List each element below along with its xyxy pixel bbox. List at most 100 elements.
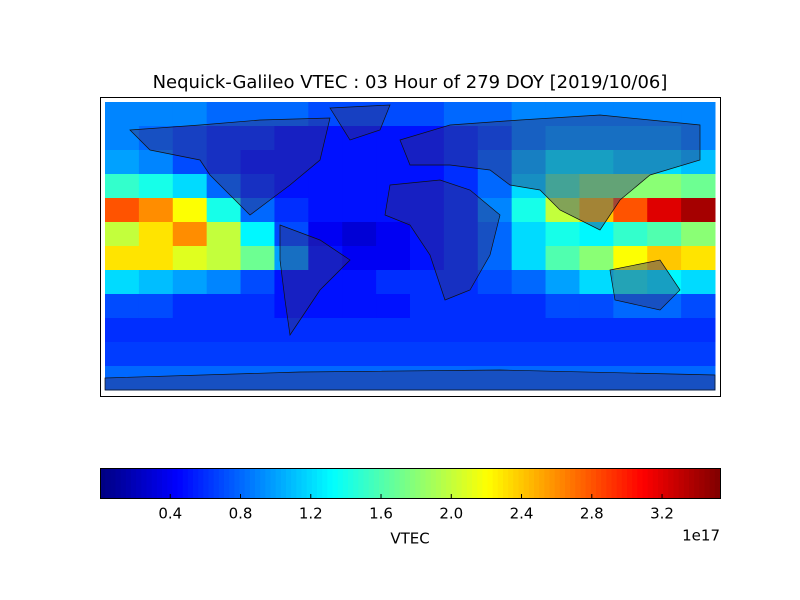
colorbar-segment [213, 468, 220, 498]
heat-cell [681, 342, 716, 367]
heat-cell [647, 342, 682, 367]
heat-cell [477, 342, 513, 367]
colorbar-segment [539, 468, 545, 498]
heat-cell [545, 342, 580, 367]
colorbar-segment [198, 468, 204, 498]
heat-cell [172, 366, 208, 391]
colorbar-offset: 1e17 [682, 527, 720, 545]
colorbar-segment [100, 468, 106, 498]
colorbar-segment [110, 468, 116, 498]
heat-cell [681, 198, 716, 223]
colorbar-tick-label: 0.8 [229, 505, 253, 523]
heat-cell [613, 174, 648, 199]
heat-cell [342, 126, 377, 151]
heat-cell [342, 318, 377, 343]
colorbar-segment [435, 468, 442, 498]
colorbar-segment [554, 468, 561, 498]
colorbar-segment [348, 468, 354, 498]
heat-cell [681, 150, 716, 175]
heat-cell [138, 366, 174, 391]
colorbar-segment [503, 468, 509, 498]
heat-cell [308, 342, 343, 367]
heat-cell [240, 318, 275, 343]
colorbar-segment [399, 468, 406, 498]
heat-cell [579, 126, 614, 151]
colorbar-segment [658, 468, 664, 498]
colorbar-segment [518, 468, 525, 498]
colorbar-segment [275, 468, 282, 498]
colorbar-segment [647, 468, 654, 498]
colorbar-segment [570, 468, 576, 498]
heat-cell [240, 294, 275, 319]
colorbar-segment [513, 468, 519, 498]
heat-cell [511, 126, 547, 151]
heat-cell [545, 222, 580, 247]
colorbar-segment [487, 468, 494, 498]
heat-cell [647, 198, 682, 223]
colorbar-segment [141, 468, 147, 498]
heat-cell [579, 102, 614, 127]
colorbar-segment [131, 468, 137, 498]
heat-cell [172, 102, 208, 127]
heat-cell [681, 318, 716, 343]
heat-cell [376, 174, 411, 199]
heat-cell [681, 174, 716, 199]
heat-cell [579, 174, 614, 199]
colorbar-tick-label: 1.6 [369, 505, 393, 523]
heat-cell [443, 198, 479, 223]
heat-cell [274, 102, 309, 127]
heat-cell [274, 174, 309, 199]
heat-cell [613, 126, 648, 151]
colorbar-segment [420, 468, 426, 498]
heat-cell [138, 342, 174, 367]
heat-cell [308, 174, 343, 199]
colorbar-segment [410, 468, 416, 498]
colorbar-segment [255, 468, 261, 498]
heat-cell [410, 150, 445, 175]
heat-cell [443, 174, 479, 199]
heat-cell [681, 222, 716, 247]
heat-cell [511, 294, 547, 319]
colorbar-label: VTEC [390, 530, 429, 548]
heat-cell [443, 102, 479, 127]
colorbar-segment [218, 468, 225, 498]
heat-cell [206, 174, 242, 199]
colorbar-segment [363, 468, 370, 498]
heat-cell [579, 318, 614, 343]
colorbar-segment [585, 468, 592, 498]
heat-cell [443, 318, 479, 343]
colorbar-segment [461, 468, 468, 498]
colorbar [100, 468, 721, 498]
colorbar-segment [327, 468, 333, 498]
heat-cell [545, 318, 580, 343]
colorbar-segment [606, 468, 612, 498]
greenland [329, 104, 391, 141]
heat-cell [274, 318, 309, 343]
heat-cell [443, 126, 479, 151]
colorbar-segment [317, 468, 323, 498]
colorbar-segment [663, 468, 669, 498]
heat-cell [274, 150, 309, 175]
colorbar-segment [265, 468, 271, 498]
heat-cell [545, 270, 580, 295]
heat-cell [240, 366, 275, 391]
colorbar-segment [699, 468, 705, 498]
heat-cell [545, 102, 580, 127]
heat-cell [410, 222, 445, 247]
heat-cell [613, 246, 648, 271]
heat-cell [342, 222, 377, 247]
heat-cell [105, 294, 140, 319]
heat-cell [105, 342, 140, 367]
australia [609, 259, 681, 311]
colorbar-segment [270, 468, 277, 498]
colorbar-segment [492, 468, 499, 498]
colorbar-segment [523, 468, 530, 498]
heat-cell [477, 270, 513, 295]
heat-cell [105, 102, 140, 127]
colorbar-segment [368, 468, 375, 498]
colorbar-segment [373, 468, 380, 498]
heat-cell [138, 318, 174, 343]
colorbar-segment [528, 468, 535, 498]
heat-cell [613, 102, 648, 127]
